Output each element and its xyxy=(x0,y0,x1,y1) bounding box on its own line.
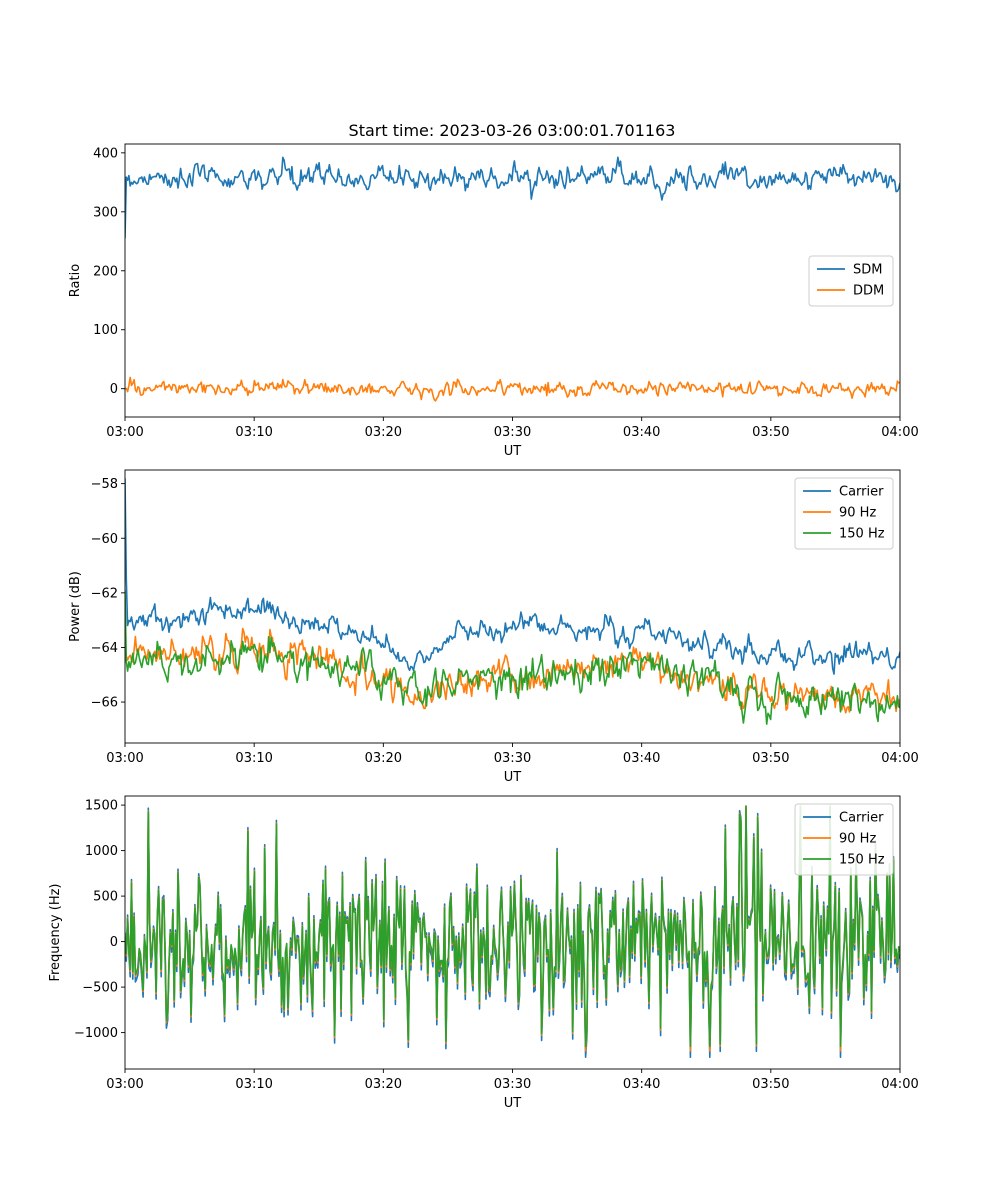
legend-box xyxy=(794,803,894,876)
y-tick-label: −60 xyxy=(91,532,118,547)
y-tick-label: −66 xyxy=(91,696,118,711)
legend-label-90-hz: 90 Hz xyxy=(839,832,876,847)
x-tick-label: 03:40 xyxy=(623,1077,660,1092)
legend-label-carrier: Carrier xyxy=(839,811,884,826)
power-panel: 03:00 03:10 03:20 03:30 03:40 03:50 04:00 −66 −6… xyxy=(68,469,919,785)
plot-area xyxy=(125,805,900,1058)
x-axis-label: UT xyxy=(504,444,522,459)
y-axis-label: Frequency (Hz) xyxy=(48,883,63,981)
x-axis-label: UT xyxy=(504,770,522,785)
x-tick-label: 03:00 xyxy=(106,1077,143,1092)
y-tick-label: 1500 xyxy=(85,799,118,814)
y-axis-label: Ratio xyxy=(68,264,83,297)
x-tick-label: 03:20 xyxy=(365,425,402,440)
y-tick-label: 300 xyxy=(93,205,118,220)
x-tick-label: 03:30 xyxy=(494,751,531,766)
legend-label-90-hz: 90 Hz xyxy=(839,506,876,521)
y-tick-label: −58 xyxy=(91,477,118,492)
series-line-ddm xyxy=(125,376,900,402)
x-tick-label: 04:00 xyxy=(881,751,918,766)
x-tick-label: 03:00 xyxy=(106,425,143,440)
series-line-150-hz xyxy=(125,590,900,725)
legend: Carrier 90 Hz 150 Hz xyxy=(794,477,894,550)
series-line-sdm xyxy=(125,156,900,239)
figure-title: Start time: 2023-03-26 03:00:01.701163 xyxy=(349,121,676,140)
frequency-panel: 03:00 03:10 03:20 03:30 03:40 03:50 04:00 −1000… xyxy=(48,795,919,1111)
plot-area xyxy=(125,478,900,725)
x-tick-label: 03:20 xyxy=(365,1077,402,1092)
x-tick-label: 03:50 xyxy=(752,1077,789,1092)
axes-frame xyxy=(124,469,901,744)
x-tick-label: 03:50 xyxy=(752,425,789,440)
y-tick-label: 1000 xyxy=(85,844,118,859)
series-line-150-hz xyxy=(125,805,900,1048)
y-tick-label: −62 xyxy=(91,586,118,601)
ratio-panel: 03:00 03:10 03:20 03:30 03:40 03:50 04:00 0 100 2… xyxy=(68,143,919,459)
legend-label-carrier: Carrier xyxy=(839,485,884,500)
series-line-90-hz xyxy=(125,627,900,714)
legend: SDM DDM xyxy=(808,255,894,307)
y-tick-label: 0 xyxy=(110,935,118,950)
x-tick-label: 03:00 xyxy=(106,751,143,766)
legend-label-150-hz: 150 Hz xyxy=(839,527,885,542)
plot-area xyxy=(125,156,900,402)
axes-frame xyxy=(124,143,901,418)
legend-label-150-hz: 150 Hz xyxy=(839,853,885,868)
y-tick-label: −1000 xyxy=(74,1026,118,1041)
x-tick-label: 03:20 xyxy=(365,751,402,766)
y-tick-label: −500 xyxy=(82,981,118,996)
x-tick-label: 03:30 xyxy=(494,1077,531,1092)
x-tick-label: 03:30 xyxy=(494,425,531,440)
legend-box xyxy=(794,477,894,550)
y-tick-label: 500 xyxy=(93,890,118,905)
legend-label-ddm: DDM xyxy=(853,284,884,299)
series-line-carrier xyxy=(125,478,900,675)
legend: Carrier 90 Hz 150 Hz xyxy=(794,803,894,876)
x-axis-label: UT xyxy=(504,1096,522,1111)
y-tick-label: −64 xyxy=(91,641,118,656)
x-tick-label: 03:10 xyxy=(235,1077,272,1092)
x-tick-label: 03:50 xyxy=(752,751,789,766)
y-tick-label: 100 xyxy=(93,323,118,338)
x-tick-label: 03:10 xyxy=(235,751,272,766)
x-tick-label: 04:00 xyxy=(881,1077,918,1092)
y-axis-label: Power (dB) xyxy=(68,571,83,642)
legend-label-sdm: SDM xyxy=(853,263,882,278)
y-tick-label: 200 xyxy=(93,264,118,279)
x-tick-label: 03:10 xyxy=(235,425,272,440)
y-tick-label: 0 xyxy=(110,382,118,397)
x-tick-label: 03:40 xyxy=(623,425,660,440)
x-tick-label: 04:00 xyxy=(881,425,918,440)
y-tick-label: 400 xyxy=(93,146,118,161)
x-tick-label: 03:40 xyxy=(623,751,660,766)
